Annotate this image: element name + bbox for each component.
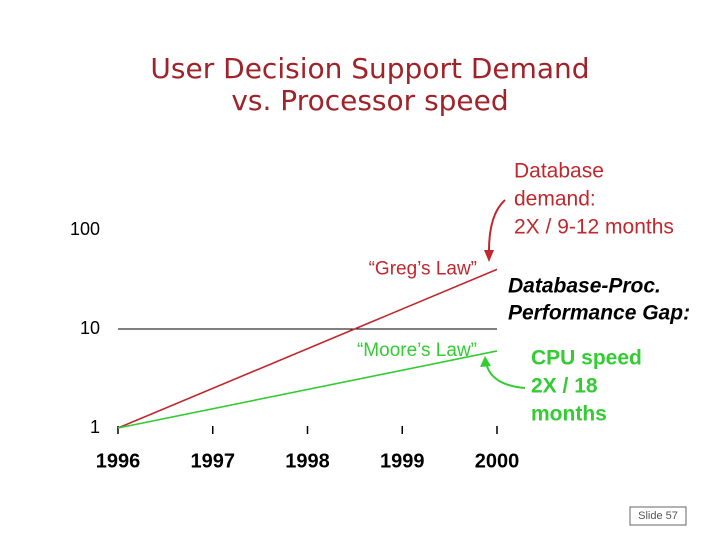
- x-tick-label: 2000: [475, 450, 520, 472]
- series-line: [117, 350, 498, 429]
- arrow: [487, 199, 506, 257]
- annotation: Performance Gap:: [508, 302, 690, 325]
- y-tick-label: 100: [70, 219, 100, 239]
- y-tick-label: 1: [90, 417, 100, 437]
- series-label: “Greg’s Law”: [369, 258, 477, 279]
- x-tick-label: 1997: [191, 450, 236, 472]
- annotation: months: [531, 403, 607, 426]
- y-tick-label: 10: [80, 318, 100, 338]
- annotation: Database: [514, 160, 604, 183]
- arrow-head: [484, 250, 494, 262]
- title-line: vs. Processor speed: [231, 84, 508, 117]
- annotation: CPU speed: [531, 347, 642, 370]
- x-tick-label: 1996: [96, 450, 141, 472]
- slide-number: Slide 57: [638, 510, 678, 522]
- annotation: Database-Proc.: [508, 275, 661, 298]
- x-tick-label: 1999: [380, 450, 425, 472]
- series-label: “Moore’s Law”: [357, 340, 477, 361]
- slide-number-box: [629, 506, 687, 526]
- x-tick-label: 1998: [285, 450, 330, 472]
- title-line: User Decision Support Demand: [150, 52, 589, 85]
- annotation: 2X / 9-12 months: [514, 216, 674, 239]
- arrow: [485, 361, 526, 389]
- series-line: [117, 268, 498, 429]
- annotation: 2X / 18: [531, 375, 598, 398]
- annotation: demand:: [514, 188, 596, 211]
- arrow-head: [480, 356, 491, 367]
